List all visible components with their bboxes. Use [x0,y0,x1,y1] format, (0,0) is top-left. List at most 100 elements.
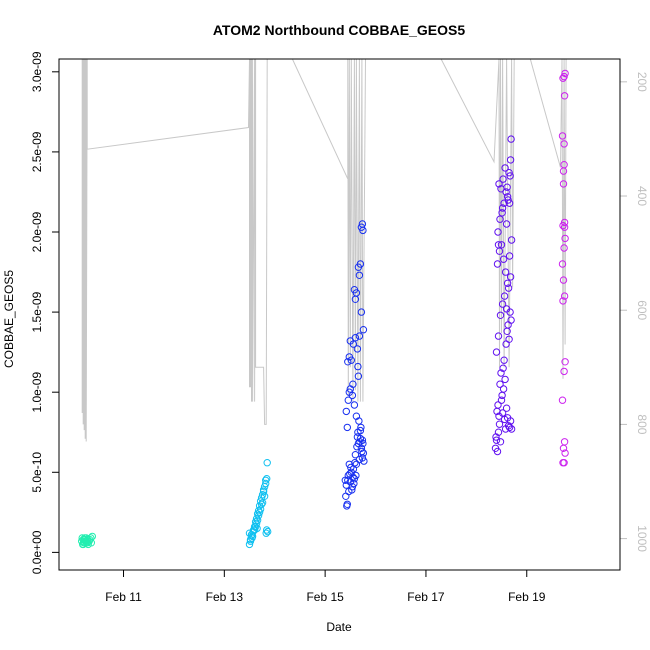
data-point [352,412,361,420]
right-pressure-axis: 200 400 600 800 1000 [619,72,649,552]
data-point [559,180,568,188]
data-point [497,396,506,404]
data-point [498,300,507,308]
data-point [560,223,569,231]
data-point [357,308,366,316]
data-point [256,505,265,513]
data-point [496,311,505,319]
data-point [560,161,568,169]
data-point [351,295,360,303]
data-point [351,459,359,467]
series-group-1 [78,532,97,549]
data-point [257,500,266,508]
chart-title: ATOM2 Northbound COBBAE_GEOS5 [213,22,465,38]
data-point [560,459,568,467]
y-tick-label: 1.0e-09 [30,372,44,413]
data-point [502,220,511,228]
data-point [496,215,504,223]
pressure-curtain-layer [81,58,567,442]
data-point [344,396,352,404]
right-tick-label: 800 [635,414,649,434]
data-point [344,476,352,484]
data-point [245,540,254,549]
data-point [358,436,367,444]
data-point [345,353,353,361]
data-point [493,260,502,268]
data-point [350,401,359,409]
data-point [342,492,350,500]
data-point [357,423,365,432]
data-point [507,425,516,433]
x-tick-label: Feb 11 [105,590,142,604]
data-point [354,362,362,371]
data-point [502,188,510,196]
data-point [560,367,568,376]
y-axis: 0.0e+00 5.0e-10 1.0e-09 1.5e-09 2.0e-09 2.5e-… [30,51,60,574]
data-point [502,305,511,313]
data-point [498,204,507,212]
data-point [342,407,350,416]
data-point [264,527,272,536]
data-point [507,135,515,143]
x-tick-label: Feb 17 [407,590,445,604]
data-point [504,321,512,329]
data-point [560,92,569,100]
data-point [359,226,367,235]
data-point [348,486,356,494]
data-point [498,209,506,217]
data-point [560,72,568,81]
right-tick-label: 1000 [635,525,649,552]
data-point [505,199,514,207]
data-point [502,404,511,412]
data-point [258,499,267,507]
data-point [507,236,516,244]
data-point [343,423,351,432]
data-point [559,276,568,284]
x-axis: Feb 11 Feb 13 Feb 15 Feb 17 Feb 19 [105,569,546,604]
y-tick-label: 0.0e+00 [30,530,44,574]
data-point [506,156,515,164]
data-point [345,388,353,396]
data-point [355,332,364,340]
data-point [359,326,368,334]
data-point [343,502,351,510]
pressure-curtain-line [81,58,567,442]
data-point [507,316,515,324]
data-point [255,508,264,516]
data-point [350,286,359,294]
data-point [492,348,501,356]
data-point [498,391,506,400]
data-point [497,369,505,377]
data-point [346,337,354,345]
data-point [496,438,505,446]
data-point [253,524,261,533]
data-point [561,449,569,457]
data-point [352,471,360,480]
series-group-2 [245,459,272,549]
right-tick-label: 400 [635,186,649,206]
data-point [347,463,355,472]
data-point [503,279,512,287]
data-point [504,284,513,292]
plot-frame [58,58,621,571]
data-point [506,172,514,180]
data-point [258,491,267,499]
data-point [558,260,567,268]
data-point [495,412,503,420]
y-tick-label: 2.5e-09 [30,131,44,172]
data-point [251,523,260,531]
y-tick-label: 1.5e-09 [30,291,44,332]
data-point [344,358,352,366]
data-point [497,241,506,249]
data-point [560,244,568,252]
data-point [356,426,365,435]
data-point [256,497,265,505]
x-tick-label: Feb 19 [508,590,546,604]
data-point [254,511,263,520]
y-tick-label: 3.0e-09 [30,51,44,92]
data-point [499,175,507,183]
data-point [88,532,97,541]
data-point [354,372,363,380]
data-point [499,255,508,263]
